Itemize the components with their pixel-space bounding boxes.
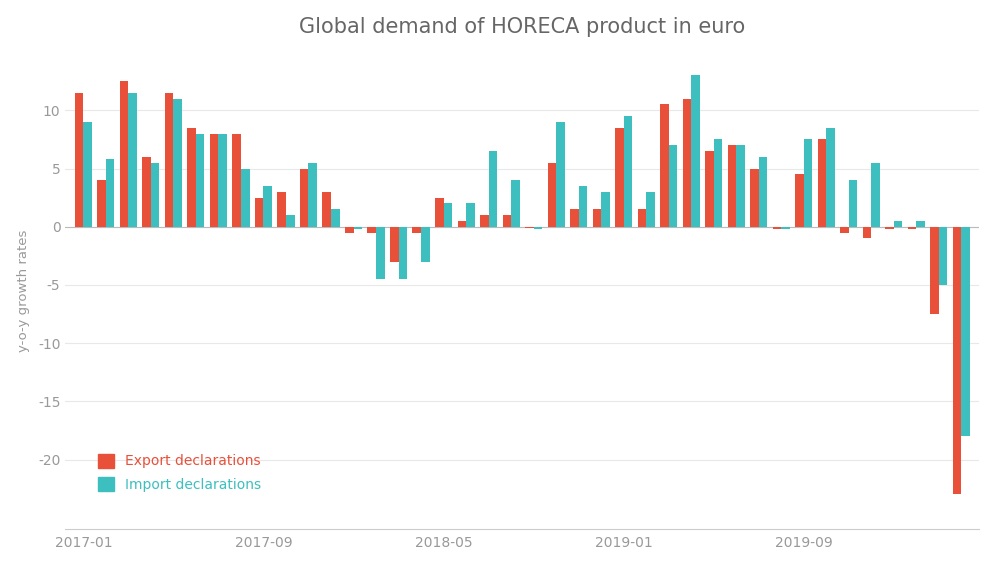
Bar — [916, 221, 925, 227]
Bar — [579, 186, 588, 227]
Bar — [781, 227, 790, 229]
Bar — [849, 180, 858, 227]
Bar — [443, 204, 452, 227]
Bar — [953, 227, 961, 494]
Bar — [570, 209, 579, 227]
Bar — [218, 134, 227, 227]
Bar — [300, 168, 309, 227]
Bar — [660, 104, 668, 227]
Bar — [668, 145, 677, 227]
Bar — [390, 227, 398, 261]
Bar — [637, 209, 646, 227]
Bar — [264, 186, 272, 227]
Bar — [120, 81, 128, 227]
Bar — [872, 163, 879, 227]
Bar — [646, 192, 654, 227]
Bar — [602, 192, 610, 227]
Y-axis label: y-o-y growth rates: y-o-y growth rates — [17, 230, 30, 352]
Bar — [173, 99, 182, 227]
Bar — [863, 227, 872, 238]
Bar — [548, 163, 556, 227]
Legend: Export declarations, Import declarations: Export declarations, Import declarations — [91, 447, 268, 498]
Bar — [728, 145, 736, 227]
Bar — [480, 215, 489, 227]
Bar — [556, 122, 565, 227]
Bar — [714, 139, 722, 227]
Bar — [398, 227, 407, 279]
Bar — [885, 227, 893, 229]
Bar — [750, 168, 759, 227]
Bar — [818, 139, 827, 227]
Bar — [187, 128, 196, 227]
Bar — [323, 192, 331, 227]
Bar — [412, 227, 421, 232]
Bar — [907, 227, 916, 229]
Bar — [682, 99, 691, 227]
Bar — [421, 227, 429, 261]
Bar — [961, 227, 970, 436]
Bar — [893, 221, 902, 227]
Bar — [691, 75, 700, 227]
Bar — [278, 192, 286, 227]
Bar — [286, 215, 295, 227]
Bar — [128, 93, 136, 227]
Bar — [759, 157, 767, 227]
Bar — [98, 180, 106, 227]
Bar — [623, 116, 632, 227]
Bar — [939, 227, 947, 285]
Bar — [435, 198, 443, 227]
Bar — [106, 159, 115, 227]
Bar — [525, 227, 534, 228]
Bar — [930, 227, 939, 314]
Bar — [503, 215, 511, 227]
Bar — [210, 134, 218, 227]
Bar — [593, 209, 602, 227]
Bar — [466, 204, 475, 227]
Bar — [736, 145, 745, 227]
Bar — [376, 227, 384, 279]
Bar — [705, 151, 714, 227]
Bar — [795, 174, 804, 227]
Bar — [457, 221, 466, 227]
Bar — [368, 227, 376, 232]
Bar — [616, 128, 623, 227]
Bar — [841, 227, 849, 232]
Bar — [84, 122, 92, 227]
Bar — [75, 93, 84, 227]
Bar — [151, 163, 159, 227]
Title: Global demand of HORECA product in euro: Global demand of HORECA product in euro — [299, 16, 745, 37]
Bar — [142, 157, 151, 227]
Bar — [827, 128, 835, 227]
Bar — [354, 227, 363, 229]
Bar — [165, 93, 173, 227]
Bar — [534, 227, 542, 229]
Bar — [489, 151, 497, 227]
Bar — [241, 168, 250, 227]
Bar — [196, 134, 204, 227]
Bar — [232, 134, 241, 227]
Bar — [773, 227, 781, 229]
Bar — [804, 139, 813, 227]
Bar — [331, 209, 340, 227]
Bar — [511, 180, 520, 227]
Bar — [345, 227, 354, 232]
Bar — [309, 163, 317, 227]
Bar — [255, 198, 264, 227]
